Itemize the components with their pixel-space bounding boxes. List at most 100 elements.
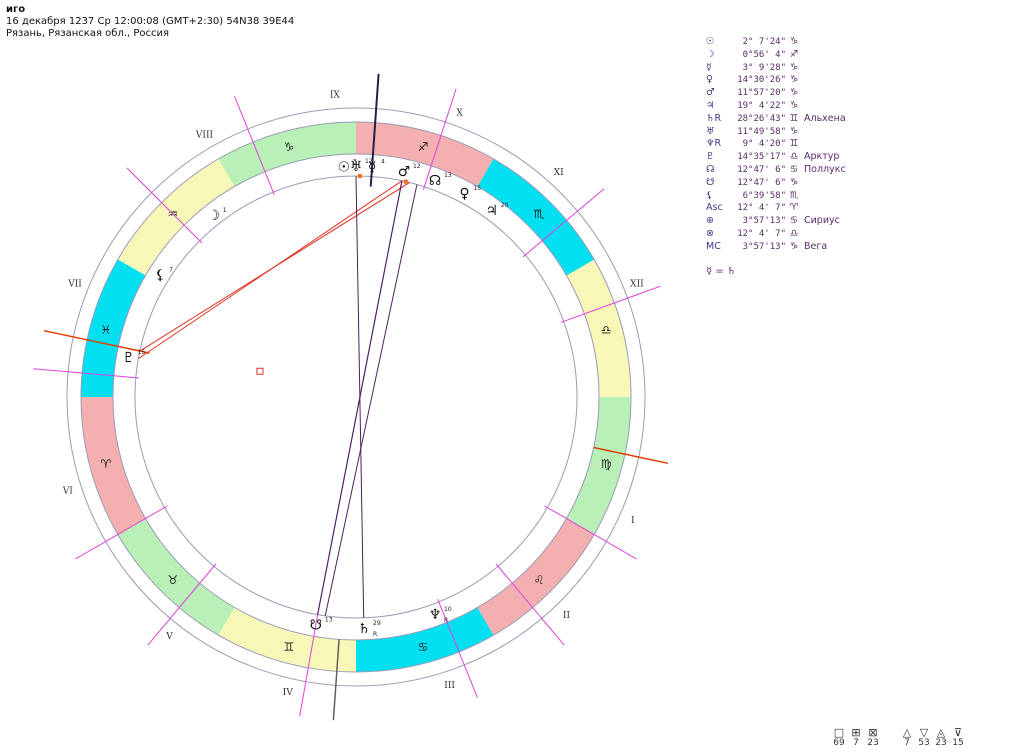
aspect-stat-count: 53: [918, 738, 930, 748]
position-sign: ♏: [789, 189, 799, 201]
position-value: 28°26'43": [737, 113, 786, 124]
position-row: ♇ 14°35'17" ♎ Арктур: [706, 151, 846, 164]
position-star: Вега: [804, 240, 828, 252]
position-value: 6°39'58": [742, 190, 786, 201]
house-cusp: [544, 505, 637, 560]
house-label: III: [444, 681, 455, 691]
position-glyph: ♇: [706, 151, 715, 163]
house-cusp: [126, 167, 203, 244]
aspect-stat-icon: ⊠: [868, 726, 878, 739]
position-glyph: ♃: [706, 99, 715, 111]
position-value: 14°35'17": [737, 152, 786, 163]
chart-header: иго 16 декабря 1237 Ср 12:00:08 (GMT+2:3…: [6, 4, 294, 40]
position-glyph: ⊕: [706, 215, 714, 227]
position-value: 19° 4'22": [737, 100, 786, 111]
planet-glyph: ☉: [338, 159, 351, 175]
planet-degree: 13: [444, 172, 452, 179]
position-sign: ♐: [789, 48, 799, 60]
house-label: V: [165, 632, 173, 642]
house-label: VIII: [195, 131, 214, 141]
chart-name: иго: [6, 4, 26, 15]
position-row: ☿ 3° 9'28" ♑: [706, 62, 846, 75]
planet-glyph: ♆: [429, 607, 442, 623]
position-row: ⊗ 12° 4' 7" ♎: [706, 228, 846, 241]
planet-degree: 29: [373, 620, 381, 627]
position-sign: ♑: [789, 176, 799, 188]
position-value: 9° 4'20": [742, 139, 786, 150]
position-value: 11°49'58": [737, 126, 786, 137]
sign-glyph: ♋: [418, 640, 429, 654]
position-row: ⊕ 3°57'13" ♋ Сириус: [706, 215, 846, 228]
sign-glyph: ♈: [100, 457, 111, 471]
planet-degree: 4: [381, 159, 385, 166]
sign-sector: [81, 259, 146, 397]
sign-sector: [477, 518, 595, 636]
aspect-stat-count: 69: [833, 738, 845, 748]
positions-list: ☉ 2° 7'24" ♑ ☽ 0°56' 4" ♐ ☿ 3° 9'28" ♑ ♀ 14°30'26"…: [706, 36, 846, 254]
planet-glyph: ♂: [398, 164, 411, 180]
planet-degree: 13: [325, 616, 333, 623]
position-row: Asc 12° 4' 7" ♈: [706, 202, 846, 215]
house-label: VII: [67, 279, 82, 289]
aspect-stat-count: 7: [853, 738, 859, 748]
sign-glyph: ♊: [284, 640, 295, 654]
position-sign: ♑: [789, 87, 799, 99]
aspect-stat-icon: □: [833, 726, 845, 739]
position-row: ♄R 28°26'43" ♊ Альхена: [706, 113, 846, 126]
position-sign: ♑: [789, 36, 799, 47]
aspect-stat-icon: ⊞: [851, 726, 861, 739]
house-cusp: [75, 505, 168, 560]
chart-place: Рязань, Рязанская обл., Россия: [6, 28, 170, 39]
asc-axis: [43, 329, 150, 354]
position-glyph: ⊗: [706, 227, 714, 239]
house-label: VI: [62, 487, 73, 497]
position-row: ☊ 12°47' 6" ♋ Поллукс: [706, 164, 846, 177]
aspect-point-marker: [357, 174, 362, 179]
position-glyph: MC: [706, 240, 721, 252]
position-glyph: ♄R: [706, 112, 722, 124]
position-row: ☋ 12°47' 6" ♑: [706, 177, 846, 190]
position-value: 12°47' 6": [737, 177, 786, 188]
house-label: IX: [330, 91, 341, 101]
aspect-line: [139, 182, 410, 352]
house-cusp: [560, 285, 661, 323]
sign-glyph: ♉: [167, 573, 178, 587]
aspect-line: [324, 184, 418, 616]
position-row: ♃ 19° 4'22" ♑: [706, 100, 846, 113]
sign-sector: [218, 607, 356, 672]
sign-sector: [218, 122, 356, 187]
retrograde-mark: R: [373, 631, 377, 638]
position-glyph: ☉: [706, 36, 715, 47]
house-label: I: [631, 516, 635, 526]
wheel-ring: [112, 153, 600, 641]
position-value: 3° 9'28": [742, 62, 786, 73]
position-sign: ♑: [789, 99, 799, 111]
sign-glyph: ♐: [418, 140, 429, 154]
position-sign: ♑: [789, 74, 799, 86]
position-value: 12° 4' 7": [737, 203, 786, 214]
position-glyph: ☽: [706, 48, 715, 60]
planet-glyph: ⚸: [155, 268, 165, 284]
aspect-stat-icon: ◬: [936, 726, 946, 739]
aspect-stat: △ 7: [899, 727, 915, 749]
position-row: ☽ 0°56' 4" ♐: [706, 49, 846, 62]
position-sign: ♋: [789, 163, 799, 175]
house-label: IV: [283, 688, 294, 698]
position-star: Арктур: [804, 151, 840, 163]
planet-glyph: ♄: [358, 621, 371, 637]
position-value: 14°30'26": [737, 75, 786, 86]
house-label: XII: [630, 279, 644, 289]
planet-degree: 3: [353, 158, 357, 165]
position-row: ♅ 11°49'58" ♑: [706, 126, 846, 139]
house-label: X: [456, 108, 463, 118]
planet-degree: 10: [444, 606, 452, 613]
sign-sector: [477, 158, 595, 276]
ic-axis: [332, 639, 340, 721]
planet-degree: 12: [413, 163, 421, 170]
sign-sector: [566, 397, 631, 535]
house-label: II: [563, 611, 571, 621]
position-sign: ♎: [789, 151, 799, 163]
sign-glyph: ♌: [534, 573, 545, 587]
dsc-axis: [593, 446, 669, 465]
aspect-stat: ⊽ 15: [950, 727, 966, 749]
